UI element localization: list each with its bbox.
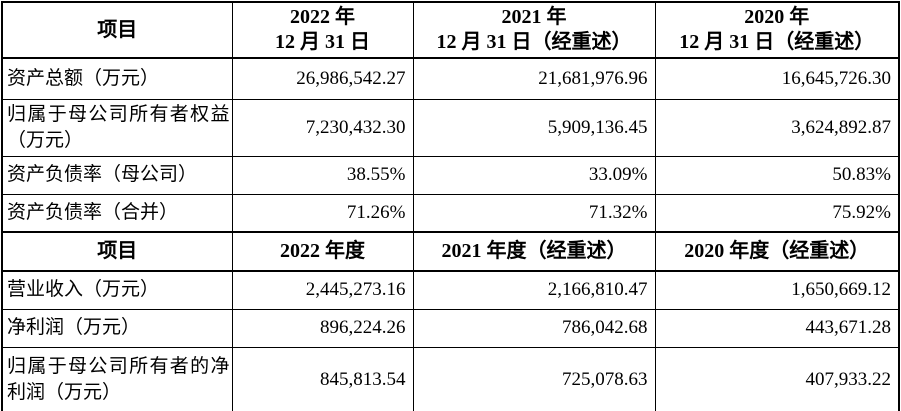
value-2021: 5,909,136.45 xyxy=(412,98,656,157)
row-label: 净利润（万元） xyxy=(1,308,233,348)
balance-header-2020: 2020 年 12 月 31 日（经重述） xyxy=(654,1,900,59)
table-row-parent-equity: 归属于母公司所有者权益（万元） 7,230,432.30 5,909,136.4… xyxy=(1,98,900,157)
value-2020: 16,645,726.30 xyxy=(654,57,900,100)
row-label: 归属于母公司所有者的净利润（万元） xyxy=(1,346,233,411)
income-header-item: 项目 xyxy=(1,231,233,272)
value-2020: 50.83% xyxy=(654,155,900,195)
value-2022: 2,445,273.16 xyxy=(231,270,414,310)
table-row-parent-net-profit: 归属于母公司所有者的净利润（万元） 845,813.54 725,078.63 … xyxy=(1,346,900,411)
income-header-2020: 2020 年度（经重述） xyxy=(654,231,900,272)
value-2022: 896,224.26 xyxy=(231,308,414,348)
value-2021: 725,078.63 xyxy=(412,346,656,411)
row-label: 营业收入（万元） xyxy=(1,270,233,310)
row-label: 资产负债率（母公司） xyxy=(1,155,233,195)
income-header-row: 项目 2022 年度 2021 年度（经重述） 2020 年度（经重述） xyxy=(1,231,900,272)
balance-header-2022: 2022 年 12 月 31 日 xyxy=(231,1,414,59)
value-2020: 75.92% xyxy=(654,193,900,233)
value-2021: 2,166,810.47 xyxy=(412,270,656,310)
table-row-debt-ratio-parent: 资产负债率（母公司） 38.55% 33.09% 50.83% xyxy=(1,155,900,195)
value-2021: 21,681,976.96 xyxy=(412,57,656,100)
table-row-total-assets: 资产总额（万元） 26,986,542.27 21,681,976.96 16,… xyxy=(1,57,900,100)
value-2021: 33.09% xyxy=(412,155,656,195)
value-2020: 3,624,892.87 xyxy=(654,98,900,157)
balance-header-item: 项目 xyxy=(1,1,233,59)
value-2020: 407,933.22 xyxy=(654,346,900,411)
value-2020: 443,671.28 xyxy=(654,308,900,348)
value-2022: 71.26% xyxy=(231,193,414,233)
balance-header-row: 项目 2022 年 12 月 31 日 2021 年 12 月 31 日（经重述… xyxy=(1,1,900,59)
table-row-debt-ratio-consolidated: 资产负债率（合并） 71.26% 71.32% 75.92% xyxy=(1,193,900,233)
income-header-2022: 2022 年度 xyxy=(231,231,414,272)
row-label: 资产负债率（合并） xyxy=(1,193,233,233)
table-row-revenue: 营业收入（万元） 2,445,273.16 2,166,810.47 1,650… xyxy=(1,270,900,310)
value-2021: 71.32% xyxy=(412,193,656,233)
value-2020: 1,650,669.12 xyxy=(654,270,900,310)
value-2022: 26,986,542.27 xyxy=(231,57,414,100)
row-label: 归属于母公司所有者权益（万元） xyxy=(1,98,233,157)
table-row-net-profit: 净利润（万元） 896,224.26 786,042.68 443,671.28 xyxy=(1,308,900,348)
value-2022: 38.55% xyxy=(231,155,414,195)
value-2021: 786,042.68 xyxy=(412,308,656,348)
value-2022: 845,813.54 xyxy=(231,346,414,411)
row-label: 资产总额（万元） xyxy=(1,57,233,100)
income-header-2021: 2021 年度（经重述） xyxy=(412,231,656,272)
balance-header-2021: 2021 年 12 月 31 日（经重述） xyxy=(412,1,656,59)
value-2022: 7,230,432.30 xyxy=(231,98,414,157)
